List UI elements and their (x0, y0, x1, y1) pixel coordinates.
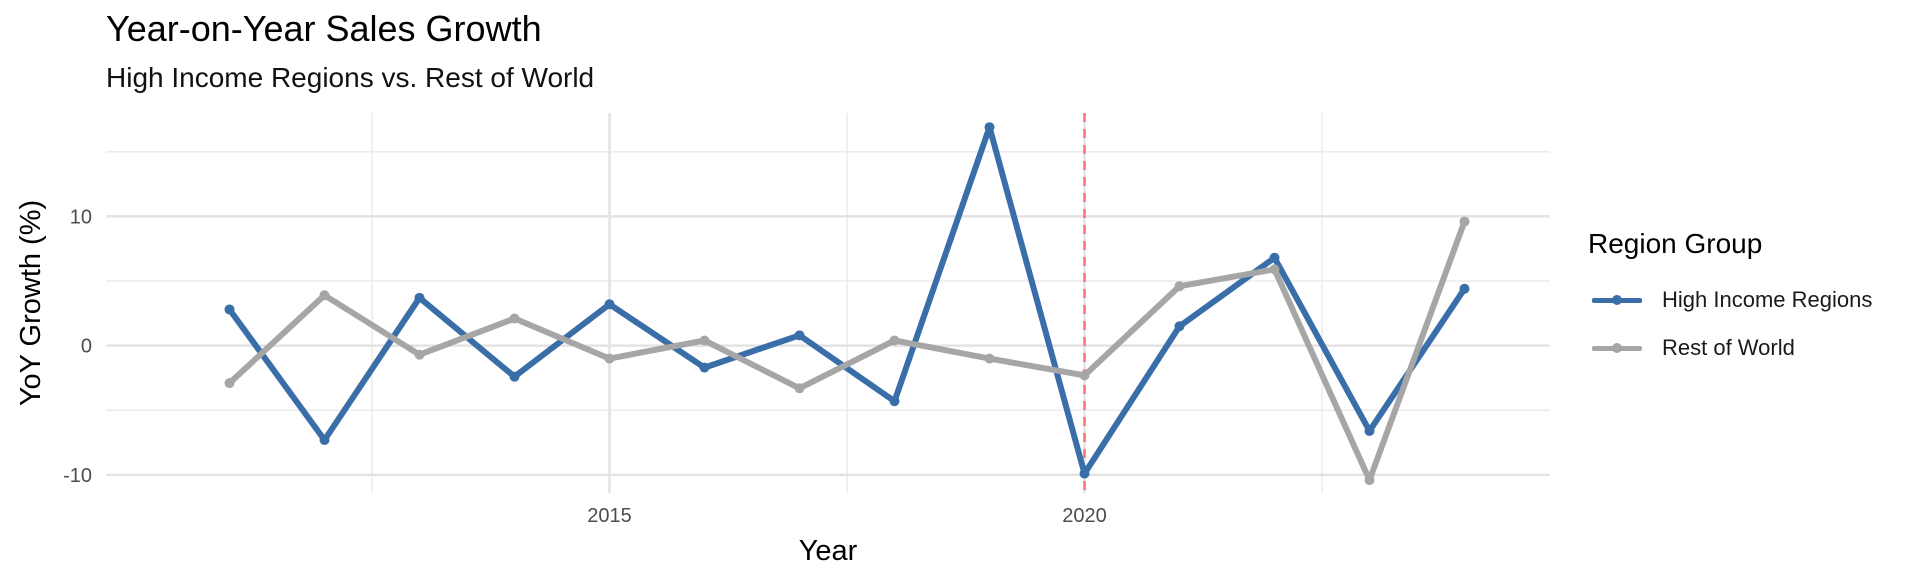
data-point (1174, 281, 1185, 292)
tick-labels: -10 0 10 2015 2020 (63, 206, 1107, 527)
data-point (889, 335, 900, 346)
chart-title: Year-on-Year Sales Growth (106, 8, 542, 49)
data-point (699, 335, 710, 346)
legend-dot-rest-of-world (1612, 343, 1622, 353)
x-axis-title: Year (799, 535, 858, 567)
legend-dot-high-income (1612, 295, 1622, 305)
legend-item-high-income: High Income Regions (1588, 276, 1872, 324)
legend-item-rest-of-world: Rest of World (1588, 324, 1872, 372)
data-point (1364, 425, 1375, 436)
data-point (1079, 468, 1090, 479)
data-point (319, 290, 330, 301)
data-point (414, 349, 425, 360)
data-point (794, 383, 805, 394)
data-point (984, 353, 995, 364)
legend-key-rest-of-world (1588, 338, 1646, 358)
data-point (1364, 475, 1375, 486)
data-point (224, 378, 235, 389)
data-point (509, 371, 520, 382)
legend-title: Region Group (1588, 228, 1763, 259)
y-tick-label: -10 (63, 465, 92, 487)
data-point (1269, 264, 1280, 275)
series-line (226, 218, 1468, 484)
data-point (1269, 252, 1280, 263)
y-tick-label: 10 (70, 206, 92, 228)
y-axis-title: YoY Growth (%) (15, 200, 47, 406)
data-point (414, 292, 425, 303)
x-tick-label: 2020 (1062, 505, 1107, 527)
data-point (889, 396, 900, 407)
legend-label-high-income: High Income Regions (1662, 287, 1873, 312)
data-point (604, 299, 615, 310)
data-point (604, 353, 615, 364)
data-point (984, 122, 995, 133)
y-tick-label: 0 (81, 336, 92, 358)
data-point (794, 330, 805, 341)
x-tick-label: 2015 (587, 505, 632, 527)
data-point (699, 362, 710, 373)
data-point (1079, 370, 1090, 381)
data-point (224, 304, 235, 315)
series-group (224, 122, 1470, 486)
legend: Region Group High Income Regions Rest of… (1588, 228, 1872, 372)
data-point (1459, 283, 1470, 294)
data-point (1459, 216, 1470, 227)
legend-label-rest-of-world: Rest of World (1662, 335, 1795, 360)
legend-key-high-income (1588, 290, 1646, 310)
data-point (319, 435, 330, 446)
chart-subtitle: High Income Regions vs. Rest of World (106, 62, 595, 93)
line-chart: -10 0 10 2015 2020 Year YoY Growth (%) (15, 113, 1550, 567)
data-point (1174, 321, 1185, 332)
data-point (509, 313, 520, 324)
series-rest-of-world (224, 216, 1470, 486)
